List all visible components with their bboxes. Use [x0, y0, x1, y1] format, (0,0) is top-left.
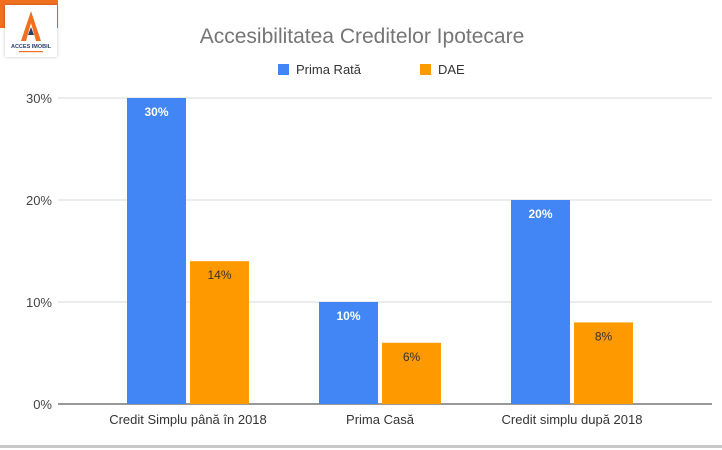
bar	[190, 261, 249, 404]
bar	[511, 200, 570, 404]
data-label: 8%	[595, 329, 613, 343]
logo-box: ACCES IMOBIL	[5, 5, 57, 57]
chart-title: Accesibilitatea Creditelor Ipotecare	[200, 25, 525, 48]
legend-swatch	[420, 64, 431, 75]
bottom-divider	[0, 445, 722, 448]
x-tick-label: Credit simplu după 2018	[502, 412, 643, 427]
y-tick-label: 10%	[26, 295, 52, 310]
y-tick-label: 20%	[26, 193, 52, 208]
data-label: 20%	[528, 207, 552, 221]
logo: ACCES IMOBIL	[0, 0, 58, 60]
bar	[574, 322, 633, 404]
y-tick-label: 0%	[33, 397, 52, 412]
legend-label: Prima Rată	[296, 62, 362, 77]
x-tick-label: Prima Casă	[346, 412, 415, 427]
x-axis-labels: Credit Simplu până în 2018 Prima Casă Cred…	[109, 412, 642, 427]
legend-swatch	[278, 64, 289, 75]
bars: 30% 14% 10% 6% 20% 8%	[127, 98, 633, 404]
bar	[382, 342, 441, 404]
logo-a-icon: ACCES IMOBIL	[11, 11, 52, 53]
legend: Prima Rată DAE	[278, 62, 465, 77]
data-label: 10%	[336, 309, 360, 323]
svg-text:ACCES IMOBIL: ACCES IMOBIL	[11, 44, 52, 50]
data-label: 30%	[144, 105, 168, 119]
data-label: 14%	[207, 268, 231, 282]
legend-label: DAE	[438, 62, 465, 77]
bar	[319, 302, 378, 404]
x-tick-label: Credit Simplu până în 2018	[109, 412, 267, 427]
data-label: 6%	[403, 350, 421, 364]
bar	[127, 98, 186, 404]
y-tick-label: 30%	[26, 91, 52, 106]
